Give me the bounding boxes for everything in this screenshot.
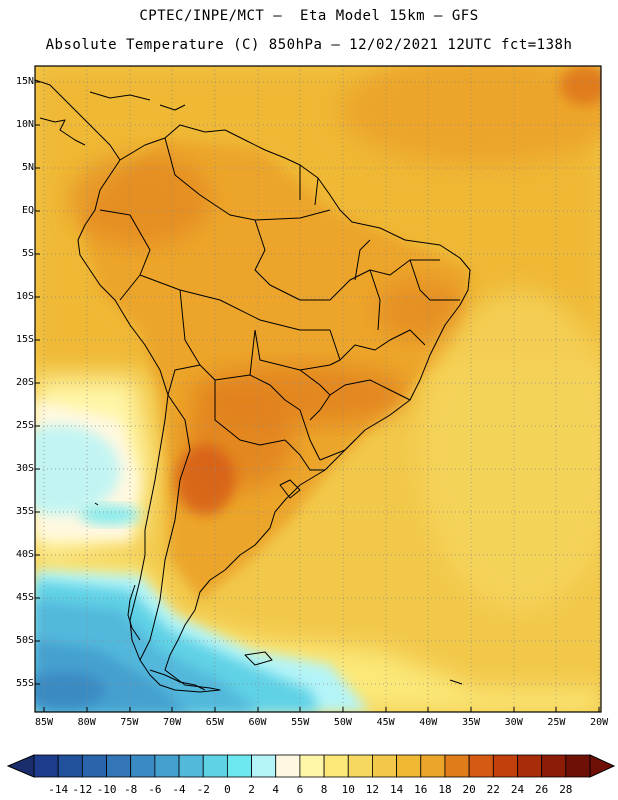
colorbar-swatch [468,754,494,778]
lat-label: 10N [15,119,34,130]
colorbar-swatch [154,754,180,778]
coastlines-borders [35,79,471,693]
colorbar-swatch [202,754,228,778]
lat-label: 45S [15,592,34,603]
colorbar-label: -2 [196,783,210,796]
lat-label: 5N [21,162,34,173]
colorbar-swatch [347,754,373,778]
axis-ticks [35,81,600,712]
colorbar-swatch [81,754,107,778]
colorbar-label: 0 [224,783,231,796]
colorbar-swatch [251,754,277,778]
colorbar-swatch [323,754,349,778]
colorbar-label: -10 [96,783,117,796]
colorbar-label: -6 [148,783,162,796]
lon-label: 85W [34,717,54,728]
colorbar-swatch [106,754,132,778]
colorbar-label: 8 [320,783,328,796]
lat-label: EQ [21,205,34,216]
map-title-line2: Absolute Temperature (C) 850hPa – 12/02/… [45,37,573,53]
lat-label: 30S [15,463,34,474]
colorbar-label: -12 [72,783,93,796]
lon-label: 50W [333,717,352,728]
colorbar-label: 12 [365,783,380,796]
colorbar-label: 22 [486,783,500,796]
lat-label: 25S [15,420,34,431]
colorbar-label: 14 [389,783,404,796]
lat-label: 20S [15,377,34,388]
colorbar-label: -14 [48,783,69,796]
colorbar-swatch [372,754,398,778]
colorbar-swatch [492,754,518,778]
colorbar-swatch [178,754,204,778]
lon-label: 40W [419,717,438,728]
lon-label: 75W [120,717,139,728]
lat-label: 15N [15,76,34,87]
colorbar-label: 20 [462,783,476,796]
lat-label: 10S [15,291,34,302]
lon-label: 70W [163,717,182,728]
lon-label: 25W [547,717,566,728]
colorbar-swatch [57,754,83,778]
colorbar-label: -4 [172,783,186,796]
colorbar-swatch [33,754,59,778]
colorbar-label: 24 [510,783,525,796]
lat-label: 40S [15,549,34,560]
colorbar [6,754,616,778]
colorbar-label: 2 [248,783,255,796]
lon-label: 55W [291,717,310,728]
colorbar-label: 4 [272,783,280,796]
lat-label: 35S [15,506,34,517]
colorbar-label: 18 [438,783,452,796]
colorbar-swatch [275,754,301,778]
colorbar-swatch [299,754,325,778]
colorbar-swatch [565,754,591,778]
colorbar-swatch [130,754,156,778]
temperature-field [35,66,601,712]
lon-label: 60W [248,717,267,728]
lon-label: 65W [205,717,224,728]
lat-label: 50S [15,635,34,646]
colorbar-min-arrow [6,754,35,778]
colorbar-swatch [444,754,470,778]
colorbar-swatch [226,754,252,778]
lon-label: 80W [77,717,96,728]
lon-label: 35W [461,717,481,728]
colorbar-label: -8 [124,783,138,796]
lat-label: 5S [21,248,34,259]
map-title-line1: CPTEC/INPE/MCT – Eta Model 15km – GFS [139,8,479,24]
colorbar-max-arrow [589,754,616,778]
colorbar-swatch [541,754,567,778]
lon-label: 30W [504,717,523,728]
lon-label: 20W [590,717,609,728]
colorbar-swatch [396,754,422,778]
lon-label: 45W [376,717,395,728]
lat-label: 55S [15,678,34,689]
colorbar-swatch [420,754,446,778]
plot-frame [34,65,602,713]
colorbar-swatch [517,754,543,778]
colorbar-label: 28 [559,783,573,796]
lat-label: 15S [15,334,34,345]
colorbar-label: 26 [535,783,549,796]
colorbar-label: 16 [414,783,428,796]
colorbar-label: 10 [341,783,355,796]
colorbar-label: 6 [296,783,304,796]
